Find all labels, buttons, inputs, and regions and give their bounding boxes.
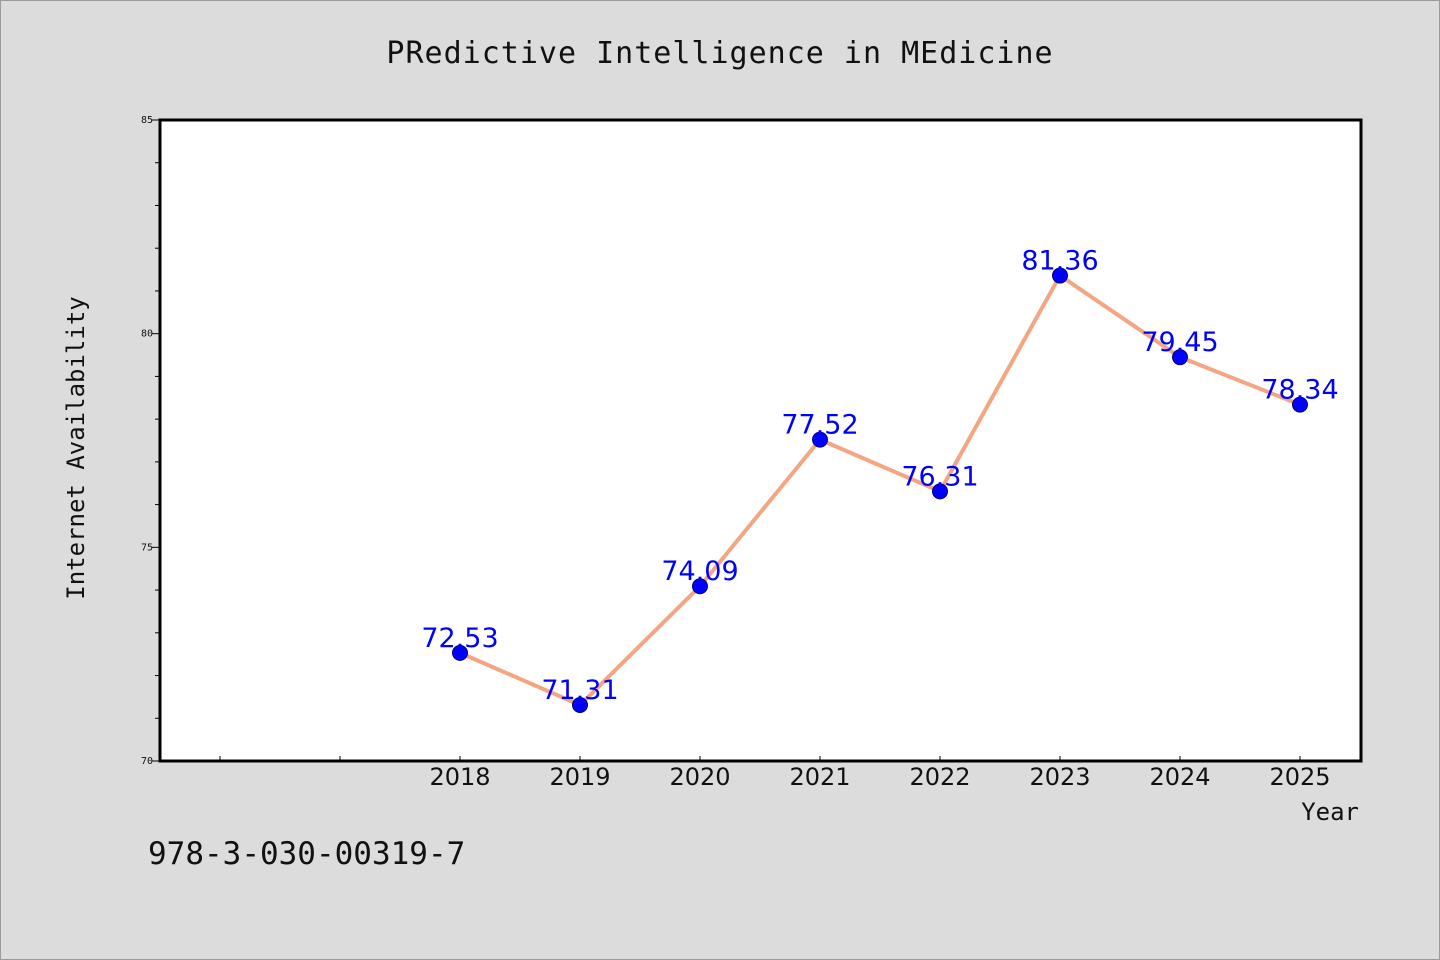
series-line xyxy=(459,273,1301,708)
x-tick-label: 2019 xyxy=(549,763,610,791)
x-tick-label: 2023 xyxy=(1029,763,1090,791)
data-label: 71.31 xyxy=(541,675,618,706)
chart-title: PRedictive Intelligence in MEdicine xyxy=(386,36,1053,71)
data-point xyxy=(812,431,828,448)
plot-area xyxy=(158,118,1363,763)
data-label: 78.34 xyxy=(1261,375,1338,406)
data-label: 76.31 xyxy=(901,461,978,492)
x-tick-label: 2021 xyxy=(789,763,850,791)
data-point xyxy=(1172,349,1188,366)
x-tick-label: 2020 xyxy=(669,763,730,791)
y-tick-label: 70 xyxy=(141,756,153,767)
data-point xyxy=(572,697,588,714)
data-label: 79.45 xyxy=(1141,327,1218,358)
x-axis-label: Year xyxy=(1301,798,1359,826)
x-tick-label: 2018 xyxy=(429,763,490,791)
data-label: 74.09 xyxy=(661,556,738,587)
isbn-text: 978-3-030-00319-7 xyxy=(148,836,465,872)
data-label: 81.36 xyxy=(1021,246,1098,277)
series-markers xyxy=(452,267,1308,714)
y-axis-label: Internet Availability xyxy=(62,296,90,599)
x-tick-label: 2022 xyxy=(909,763,970,791)
y-tick-label: 85 xyxy=(141,115,153,126)
y-tick-label: 75 xyxy=(141,542,153,553)
x-tick-label: 2025 xyxy=(1269,763,1330,791)
data-point xyxy=(692,578,708,595)
y-axis: 70 75 80 85 xyxy=(141,115,160,767)
data-point xyxy=(452,644,468,661)
data-labels: 72.53 71.31 74.09 77.52 76.31 81.36 79.45 78.34 xyxy=(421,246,1338,706)
data-label: 77.52 xyxy=(781,410,858,441)
x-axis: 2018 2019 2020 2021 2022 2023 2024 2025 xyxy=(219,756,1331,791)
data-point xyxy=(1292,396,1308,413)
x-tick-label: 2024 xyxy=(1149,763,1210,791)
data-point xyxy=(932,483,948,500)
data-point xyxy=(1052,267,1068,284)
data-label: 72.53 xyxy=(421,623,498,654)
y-tick-label: 80 xyxy=(141,329,153,340)
